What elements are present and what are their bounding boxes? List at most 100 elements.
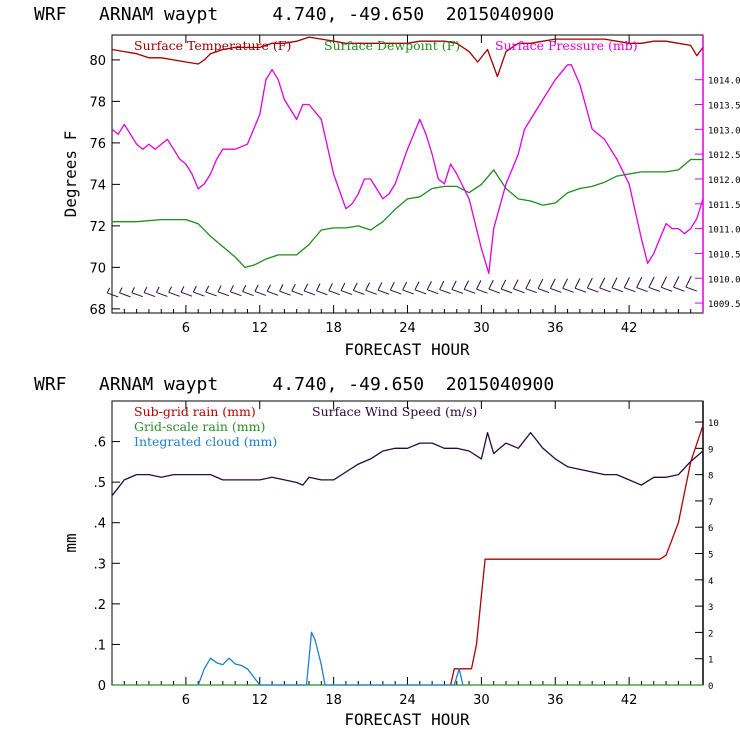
top-x-tick-label: 18 — [325, 321, 342, 336]
top-series-line-2 — [111, 64, 704, 274]
wind-barb-feather — [623, 277, 630, 288]
wind-barb-feather — [229, 285, 234, 292]
wind-barb — [119, 292, 131, 298]
legend-grid-rain: Grid-scale rain (mm) — [134, 419, 265, 434]
wind-barb-feather — [611, 277, 618, 289]
wind-barb — [106, 292, 119, 298]
wind-barb-feather — [574, 278, 581, 289]
top-plot-frame — [111, 34, 704, 314]
wind-barb — [377, 289, 390, 295]
bottom-series — [111, 425, 704, 686]
wind-barb — [464, 288, 476, 294]
wind-barb-feather — [451, 280, 457, 290]
bottom-x-tick-label: 36 — [547, 693, 564, 708]
bottom-y2-tick-label: 0 — [708, 682, 713, 692]
wind-barb-feather — [254, 284, 259, 292]
bottom-y2-tick-label: 1 — [708, 656, 713, 666]
top-y2-tick-label: 1009.5 — [708, 300, 740, 310]
wind-barb — [168, 291, 180, 297]
bottom-y-tick-label: .3 — [94, 557, 106, 572]
bottom-y2-tick-label: 5 — [708, 551, 713, 561]
wind-barb-feather — [426, 281, 432, 290]
wind-barb — [685, 286, 698, 292]
precip-panel: WRF ARNAM waypt 4.740, -49.650 201504090… — [34, 374, 719, 729]
wind-barb-feather — [648, 276, 655, 288]
bottom-y-tick-label: .1 — [94, 638, 106, 653]
wind-barb-feather — [414, 281, 420, 291]
wind-barb — [267, 290, 279, 296]
wind-barb — [587, 287, 599, 293]
top-y2-tick-label: 1011.5 — [708, 201, 740, 211]
wind-barb-feather — [131, 287, 135, 293]
top-x-tick-label: 6 — [182, 321, 190, 336]
wind-barb-feather — [365, 282, 371, 291]
bottom-x-axis-label: FORECAST HOUR — [344, 710, 470, 729]
wind-barb-feather — [549, 278, 556, 289]
wind-barb-feather — [476, 280, 482, 290]
wind-barb-feather — [106, 287, 111, 294]
bottom-y2-tick-label: 4 — [708, 577, 713, 587]
top-y2-tick-label: 1011.0 — [708, 226, 740, 236]
bottom-y2-tick-label: 2 — [708, 629, 713, 639]
wind-barb — [353, 289, 365, 295]
top-chart-title: WRF ARNAM waypt 4.740, -49.650 201504090… — [34, 4, 554, 25]
top-y2-tick-label: 1014.0 — [708, 77, 740, 87]
wind-barb-feather — [402, 281, 408, 291]
top-y2-tick-label: 1010.0 — [708, 275, 740, 285]
top-y2-tick-label: 1012.5 — [708, 151, 740, 161]
top-series-line-1 — [112, 158, 703, 269]
wind-barb — [217, 291, 230, 297]
legend-pressure: Surface Pressure (mb) — [495, 38, 638, 53]
bottom-y-ticks: 0 .1 .2 .3 .4 .5 .6 — [94, 436, 120, 694]
wind-barb-feather — [217, 285, 222, 293]
wind-barbs — [106, 275, 698, 298]
wind-barb-feather — [168, 286, 173, 293]
wind-barb-feather — [340, 282, 346, 291]
wind-barb-feather — [389, 281, 395, 291]
top-x-tick-label: 42 — [621, 321, 638, 336]
top-y2-tick-label: 1013.0 — [708, 126, 740, 136]
bottom-y2-tick-label: 10 — [708, 419, 719, 429]
wind-barb-feather — [155, 286, 160, 293]
wind-barb-feather — [513, 279, 519, 290]
top-x-axis-label: FORECAST HOUR — [344, 340, 470, 359]
wind-barb — [316, 290, 328, 296]
top-x-ticks: 6 12 18 24 30 36 42 — [123, 35, 692, 336]
bottom-y-axis-label: mm — [61, 533, 80, 552]
bottom-y2-ticks: 0 1 2 3 4 5 6 7 8 9 10 — [695, 401, 719, 692]
wind-barb — [279, 290, 291, 296]
wind-barb-feather — [500, 279, 507, 290]
legend-subgrid-rain: Sub-grid rain (mm) — [134, 404, 256, 419]
top-series-line-0 — [111, 36, 704, 78]
bottom-y-tick-label: .2 — [94, 598, 106, 613]
wind-barb — [488, 288, 501, 294]
bottom-y-tick-label: 0 — [98, 679, 106, 694]
bottom-series-line-3 — [111, 431, 704, 497]
bottom-y2-tick-label: 6 — [708, 524, 713, 534]
top-y2-tick-label: 1010.5 — [708, 250, 740, 260]
wind-barb-feather — [525, 279, 531, 289]
wind-barb — [254, 290, 267, 296]
wind-barb-feather — [377, 282, 383, 291]
top-y2-tick-label: 1012.0 — [708, 176, 740, 186]
wind-barb-feather — [488, 279, 494, 290]
bottom-chart-title: WRF ARNAM waypt 4.740, -49.650 201504090… — [34, 374, 554, 395]
wind-barb — [562, 287, 574, 293]
wind-barb — [390, 289, 402, 295]
bottom-series-line-0 — [449, 425, 704, 686]
wind-barb — [599, 287, 611, 293]
bottom-x-tick-label: 6 — [182, 693, 190, 708]
wind-barb-feather — [463, 280, 470, 290]
wind-barb — [340, 290, 353, 296]
wind-barb-feather — [439, 280, 445, 290]
wind-barb — [537, 288, 550, 294]
bottom-series-line-2 — [197, 631, 464, 686]
bottom-y2-tick-label: 3 — [708, 603, 713, 613]
wind-barb — [328, 290, 340, 296]
top-x-tick-label: 24 — [399, 321, 416, 336]
wind-barb-feather — [303, 283, 309, 292]
wind-barb-feather — [352, 282, 358, 291]
wind-barb — [624, 287, 636, 293]
wind-barb — [414, 289, 427, 295]
